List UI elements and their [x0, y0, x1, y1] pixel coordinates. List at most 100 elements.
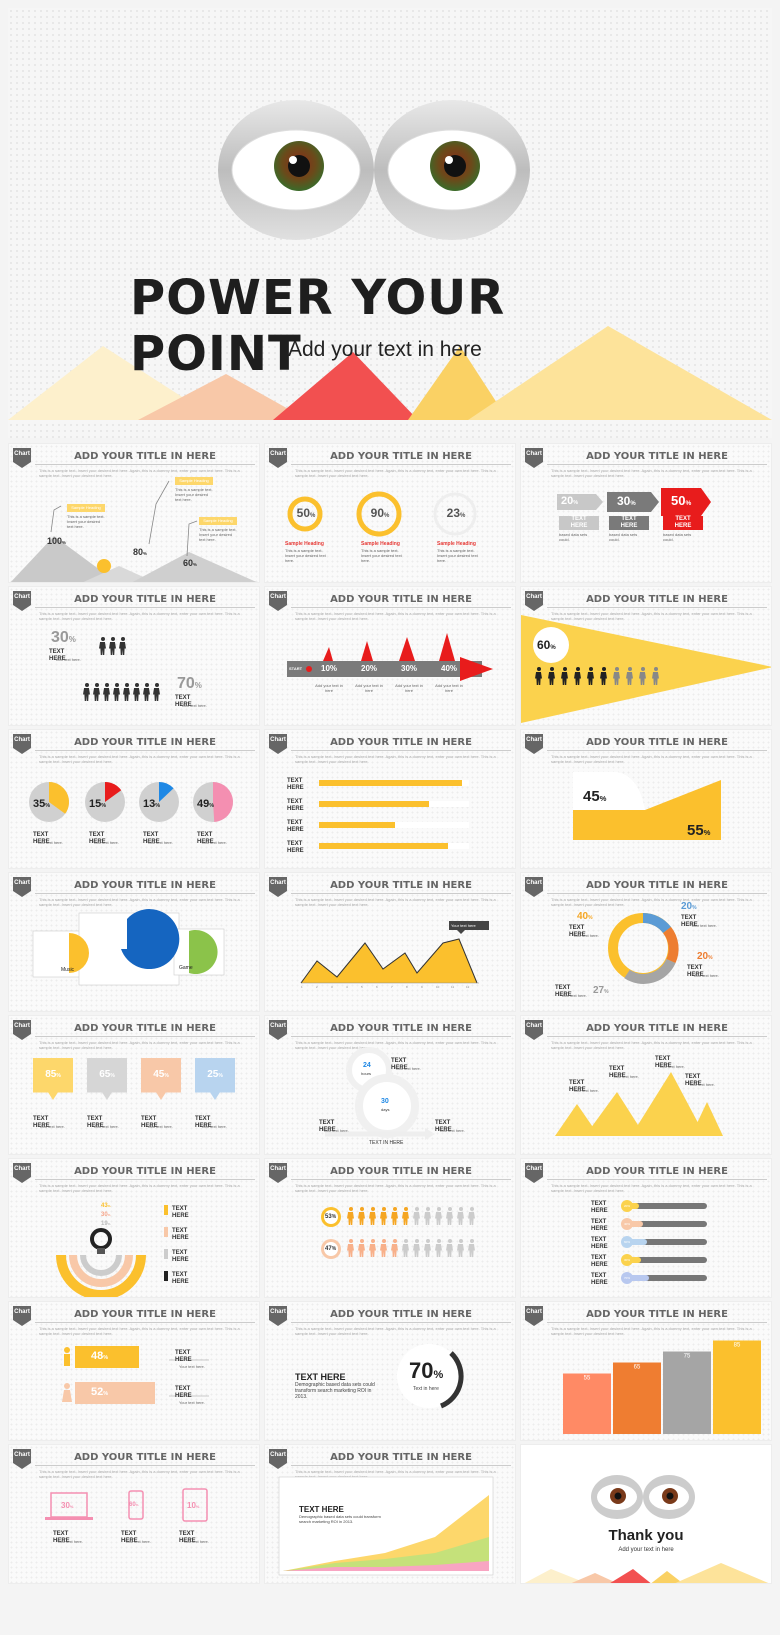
slide-body: This is a sample text. Insert your desir… — [551, 611, 752, 621]
slide-6-triangle — [521, 615, 771, 723]
device-label-2: TEXT HERE — [121, 1531, 138, 1544]
pie-value-4: 49% — [197, 798, 215, 810]
arrow-value-2: 30% — [617, 494, 636, 508]
slide-14[interactable]: This is a sample text. Insert your desir… — [264, 1015, 516, 1155]
person-icon — [548, 667, 555, 685]
slide-9[interactable]: This is a sample text. Insert your desir… — [520, 729, 772, 869]
hero-slide[interactable]: POWER YOUR POINT Add your text in here — [8, 8, 772, 438]
timeline-cap-4: Add your text in here — [435, 683, 463, 693]
chart-tag: Chart — [525, 1020, 543, 1040]
slide-body: This is a sample text. Insert your desir… — [39, 897, 240, 907]
slide-20[interactable]: This is a sample text. Insert your desir… — [264, 1301, 516, 1441]
slide-6[interactable]: This is a sample text. Insert your desir… — [520, 586, 772, 726]
slide-title: ADD YOUR TITLE IN HERE — [74, 880, 216, 891]
slide-12[interactable]: This is a sample text. Insert your desir… — [520, 872, 772, 1012]
pie-value-2: 15% — [89, 798, 107, 810]
donut-value-1: 40% — [577, 911, 593, 922]
slide-18[interactable]: This is a sample text. Insert your desir… — [520, 1158, 772, 1298]
slide-2[interactable]: This is a sample text. Insert your desir… — [264, 443, 516, 583]
progress-fill-3 — [625, 1239, 647, 1245]
bar-1 — [319, 780, 462, 786]
donut-label-4: TEXT HERE — [555, 985, 572, 998]
slide-1[interactable]: This is a sample text. Insert your desir… — [8, 443, 260, 583]
flag-desc-4: Your text here. — [201, 1124, 227, 1129]
donut-value-3: 20% — [697, 951, 713, 962]
device-desc-3: Your text here. — [183, 1539, 209, 1544]
slide-15[interactable]: This is a sample text. Insert your desir… — [520, 1015, 772, 1155]
people-row-1 — [347, 1207, 487, 1227]
timeline-start: START — [289, 666, 303, 671]
progress-label-5: TEXT HERE — [591, 1273, 608, 1286]
slide-title: ADD YOUR TITLE IN HERE — [586, 1309, 728, 1320]
value-60: 60% — [183, 558, 198, 568]
male-icon — [64, 1347, 70, 1353]
donut-value-2: 20% — [681, 901, 697, 912]
ring-desc-1: This is a sample text. Insert your desir… — [285, 548, 326, 563]
person-icon — [424, 1239, 431, 1257]
timeline-value-3: 30% — [401, 664, 418, 673]
chart-tag: Chart — [269, 448, 287, 468]
cycle-value-1: 24 — [363, 1062, 371, 1069]
people-desc-2: Your text here. — [181, 703, 207, 708]
arrow-label-1: TEXT HERE — [570, 516, 588, 529]
slide-body: This is a sample text. Insert your desir… — [551, 1040, 752, 1050]
slide-5[interactable]: This is a sample text. Insert your desir… — [264, 586, 516, 726]
slide-13[interactable]: This is a sample text. Insert your desir… — [8, 1015, 260, 1155]
slide-17[interactable]: This is a sample text. Insert your desir… — [264, 1158, 516, 1298]
people-group-top — [99, 637, 139, 657]
slide-title: ADD YOUR TITLE IN HERE — [74, 1023, 216, 1034]
slide-3[interactable]: This is a sample text. Insert your desir… — [520, 443, 772, 583]
slide-16[interactable]: This is a sample text. Insert your desir… — [8, 1158, 260, 1298]
people-value-30: 30% — [51, 629, 76, 646]
x-tick-11: 11 — [451, 985, 455, 989]
progress-fill-2 — [625, 1221, 643, 1227]
pie-desc-3: Your text here. — [147, 840, 173, 845]
area-value-2: 55% — [687, 822, 711, 839]
sample-desc-3: This is a sample text. Insert your desir… — [199, 527, 237, 542]
people-label-2: TEXT HERE — [175, 695, 192, 708]
person-icon — [83, 683, 90, 701]
flag-value-2: 65% — [99, 1069, 115, 1080]
x-tick-1: 1 — [301, 985, 303, 989]
slide-23[interactable]: This is a sample text. Insert your desir… — [264, 1444, 516, 1584]
slide-22[interactable]: This is a sample text. Insert your desir… — [8, 1444, 260, 1584]
title-divider — [291, 750, 511, 751]
title-divider — [547, 1322, 767, 1323]
slide-12-donut — [608, 913, 679, 984]
slide-title: ADD YOUR TITLE IN HERE — [330, 451, 472, 462]
slide-title: ADD YOUR TITLE IN HERE — [74, 1309, 216, 1320]
title-divider — [291, 607, 511, 608]
slide-7[interactable]: This is a sample text. Insert your desir… — [8, 729, 260, 869]
area-heading: TEXT HERE — [299, 1505, 344, 1514]
slide-body: This is a sample text. Insert your desir… — [551, 1326, 752, 1336]
title-divider — [291, 464, 511, 465]
person-icon — [93, 683, 100, 701]
slide-body: This is a sample text. Insert your desir… — [39, 754, 240, 764]
slide-body: This is a sample text. Insert your desir… — [295, 1183, 496, 1193]
chart-tag: Chart — [525, 448, 543, 468]
slide-title: ADD YOUR TITLE IN HERE — [330, 1023, 472, 1034]
device-desc-1: Your text here. — [57, 1539, 83, 1544]
slide-title: ADD YOUR TITLE IN HERE — [586, 594, 728, 605]
mountain-cream-left — [8, 346, 218, 420]
slide-4[interactable]: This is a sample text. Insert your desir… — [8, 586, 260, 726]
slide-body: This is a sample text. Insert your desir… — [39, 468, 240, 478]
sample-desc-2: This is a sample text. Insert your desir… — [175, 487, 213, 502]
slide-21[interactable]: This is a sample text. Insert your desir… — [520, 1301, 772, 1441]
slide-body: This is a sample text. Insert your desir… — [295, 897, 496, 907]
slide-title: ADD YOUR TITLE IN HERE — [74, 594, 216, 605]
person-icon — [561, 667, 568, 685]
legend-label-1: TEXT HERE — [172, 1206, 189, 1219]
peak-label-2: TEXT HERE — [609, 1066, 626, 1079]
slide-10[interactable]: This is a sample text. Insert your desir… — [8, 872, 260, 1012]
peak-desc-1: Your text here. — [573, 1088, 599, 1093]
thank-you-sub: Add your text in here — [618, 1547, 674, 1553]
slide-8[interactable]: This is a sample text. Insert your desir… — [264, 729, 516, 869]
slide-24[interactable]: Thank you Add your text in here — [520, 1444, 772, 1584]
donut-desc-2: Your text here. — [691, 923, 717, 928]
gauge-sub: Text in here — [413, 1386, 439, 1392]
slide-11[interactable]: This is a sample text. Insert your desir… — [264, 872, 516, 1012]
slide-19[interactable]: This is a sample text. Insert your desir… — [8, 1301, 260, 1441]
title-divider — [291, 1465, 511, 1466]
